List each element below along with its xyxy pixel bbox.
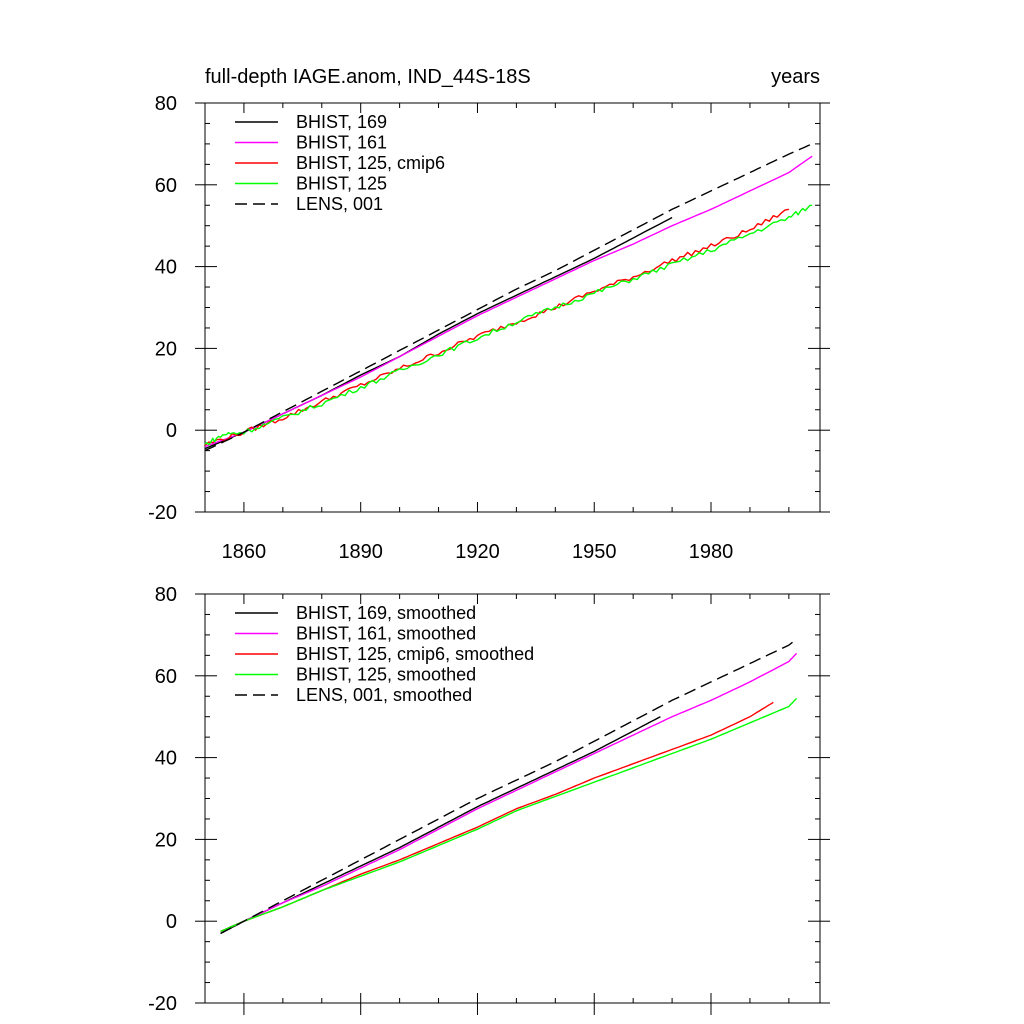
legend-label: BHIST, 125, cmip6, smoothed <box>296 644 534 664</box>
ticks: -20 0 20 40 60 80 <box>148 584 830 1015</box>
y-tick-label: 60 <box>155 175 177 197</box>
series-line <box>220 638 798 935</box>
units-label: years <box>771 66 820 88</box>
series-line <box>220 697 798 933</box>
y-tick-label: 60 <box>155 666 177 688</box>
legend-label: BHIST, 169, smoothed <box>296 603 476 623</box>
legend-label: BHIST, 125, smoothed <box>296 665 476 685</box>
series-line <box>204 204 813 446</box>
y-tick-label: 40 <box>155 257 177 279</box>
y-tick-label: 20 <box>155 829 177 851</box>
y-tick-label: 40 <box>155 748 177 770</box>
x-tick-label: 1890 <box>338 541 383 563</box>
x-tick-label: 1860 <box>222 541 267 563</box>
legend-label: BHIST, 169 <box>296 112 387 132</box>
y-tick-label: 0 <box>166 911 177 933</box>
series-line <box>204 216 673 450</box>
series-lines <box>220 638 798 935</box>
y-tick-label: -20 <box>148 993 177 1015</box>
legend-label: LENS, 001, smoothed <box>296 685 472 705</box>
y-tick-label: 80 <box>155 584 177 606</box>
series-lines <box>204 143 813 452</box>
x-tick-label: 1980 <box>689 541 734 563</box>
ticks: 1860 1890 1920 1950 1980 -20 0 20 40 60 80 <box>148 93 830 563</box>
legend-label: BHIST, 125 <box>296 174 387 194</box>
y-tick-label: 20 <box>155 338 177 360</box>
y-tick-label: 80 <box>155 93 177 115</box>
series-line <box>204 143 813 452</box>
y-tick-label: 0 <box>166 420 177 442</box>
series-line <box>220 652 798 933</box>
legend-label: LENS, 001 <box>296 194 383 214</box>
legend-label: BHIST, 161 <box>296 133 387 153</box>
top-panel: full-depth IAGE.anom, IND_44S-18S years … <box>148 66 830 563</box>
chart-title: full-depth IAGE.anom, IND_44S-18S <box>205 66 531 88</box>
series-line <box>220 701 774 933</box>
series-line <box>204 155 813 448</box>
x-tick-label: 1920 <box>455 541 500 563</box>
legend-label: BHIST, 161, smoothed <box>296 624 476 644</box>
x-tick-label: 1950 <box>572 541 617 563</box>
legend-label: BHIST, 125, cmip6 <box>296 153 445 173</box>
y-tick-label: -20 <box>148 502 177 524</box>
